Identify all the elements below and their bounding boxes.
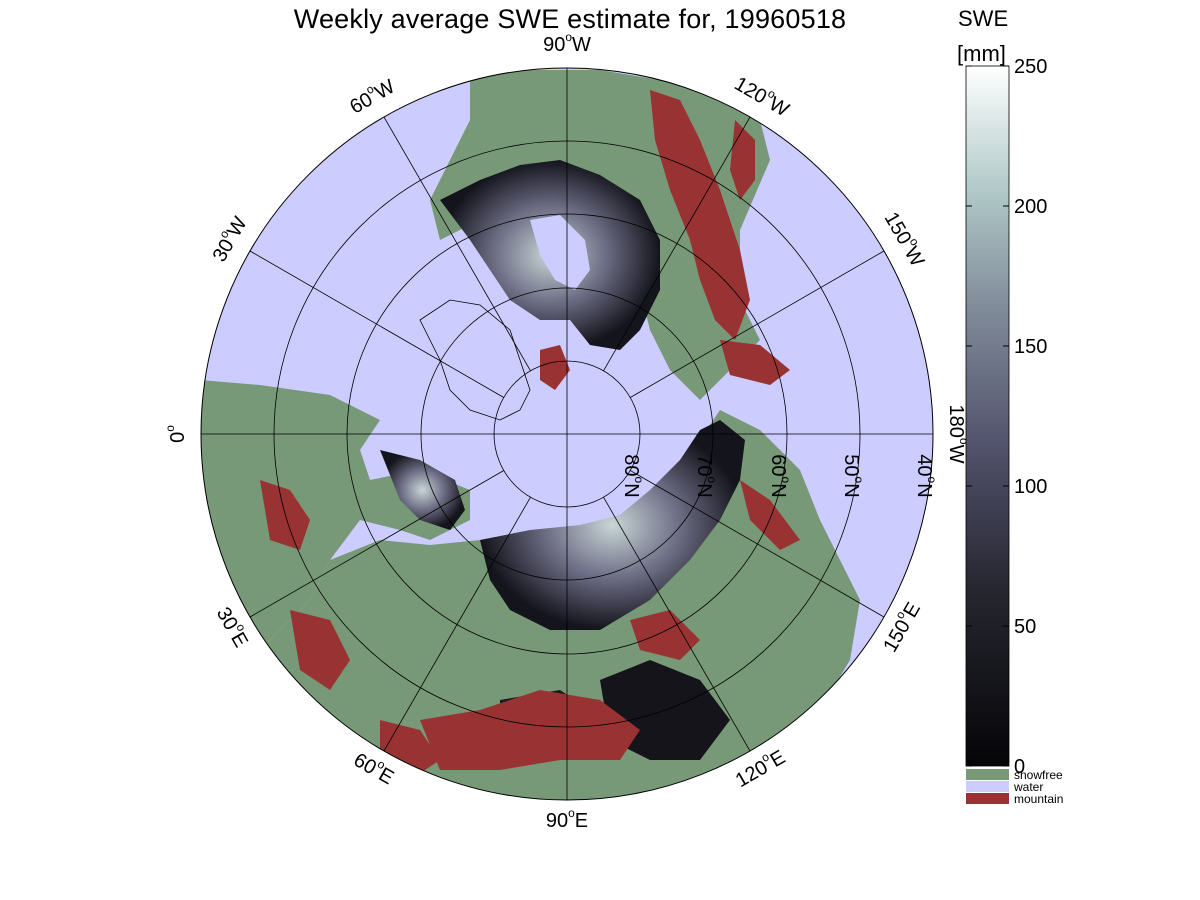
mountain-europe [260, 480, 310, 550]
meridian-line [249, 470, 504, 618]
meridian-label: 90oW [543, 30, 591, 56]
colorbar-tick-label: 50 [1014, 616, 1036, 638]
meridian-label: 90oE [546, 806, 588, 832]
colorbar-tick-label: 150 [1014, 336, 1047, 358]
meridian-line [630, 470, 885, 618]
mountain-rockies [650, 90, 750, 340]
land-masses [201, 70, 860, 800]
legend-swatch-snowfree [966, 769, 1009, 780]
colorbar: SWE [mm] 0 50 100 150 200 250 snowfreewatermo… [957, 6, 1063, 806]
mountain-coast-range [730, 120, 755, 200]
meridian-line [249, 250, 504, 398]
legend-label-snowfree: snowfree [1014, 768, 1063, 782]
meridian-line [383, 116, 531, 371]
mountain-greenland [540, 345, 570, 390]
graticule [201, 68, 933, 800]
mountain-alaska [720, 340, 790, 385]
colorbar-tick-label: 250 [1014, 56, 1047, 78]
mountain-mongolia [630, 610, 700, 660]
mountain-caucasus [290, 610, 350, 690]
legend-swatch-water [966, 781, 1009, 792]
colorbar-label-swe: SWE [958, 6, 1008, 31]
snow-siberia [480, 420, 745, 630]
mountain-siberia-east [740, 480, 800, 550]
meridian-line [383, 497, 531, 752]
parallel-labels: 80oN 70oN 60oN 50oN 40oN [620, 454, 939, 497]
colorbar-tick-label: 200 [1014, 196, 1047, 218]
meridian-line [603, 497, 751, 752]
legend-label-mountain: mountain [1014, 792, 1063, 806]
mountain-himalaya [420, 690, 640, 770]
colorbar-label-unit: [mm] [957, 41, 1006, 66]
parallel-label: 40oN [913, 454, 939, 497]
parallel-label: 60oN [767, 454, 793, 497]
snow-hudson-bay [530, 215, 590, 290]
polar-map [200, 67, 934, 801]
meridian-line [603, 116, 751, 371]
landmass-europe [201, 380, 470, 660]
meridian-label: 0o [163, 425, 189, 443]
meridian-line [630, 250, 885, 398]
landmass-greenland [419, 299, 531, 421]
map-boundary [200, 67, 934, 801]
parallel-label: 70oN [693, 454, 719, 497]
meridian-label: 60oW [344, 72, 399, 119]
legend-label-water: water [1013, 780, 1043, 794]
legend-swatch-mountain [966, 793, 1009, 804]
meridian-label: 180oW [945, 405, 971, 464]
colorbar-gradient [965, 65, 1010, 767]
parallel-label: 80oN [620, 454, 646, 497]
meridian-label: 30oW [205, 211, 252, 266]
parallel-label: 50oN [840, 454, 866, 497]
colorbar-ticks: 0 50 100 150 200 250 [966, 56, 1047, 778]
snow-scandinavia [380, 450, 465, 530]
colorbar-tick-label: 100 [1014, 476, 1047, 498]
map-title: Weekly average SWE estimate for, 1996051… [293, 4, 847, 34]
colorbar-tick-label: 0 [1014, 756, 1025, 778]
